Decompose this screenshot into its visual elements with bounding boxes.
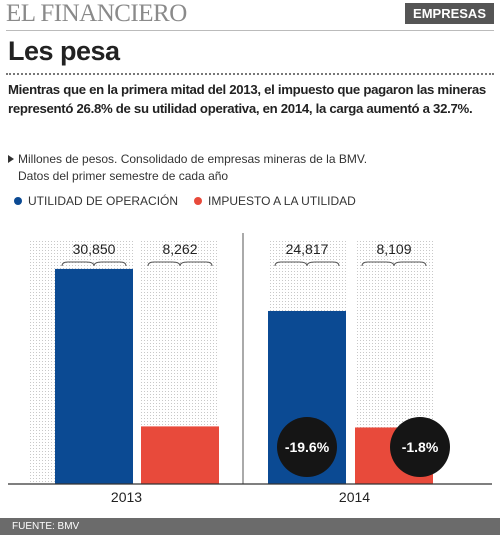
title: Les pesa <box>8 36 120 66</box>
note: Millones de pesos. Consolidado de empres… <box>18 152 368 166</box>
brace <box>274 261 340 267</box>
value-label: 8,109 <box>376 241 411 257</box>
bullet <box>8 155 14 163</box>
x-tick-label: 2013 <box>111 489 142 505</box>
chart: UTILIDAD DE OPERACIÓN IMPUESTO A LA UTILI… <box>8 193 492 505</box>
value-label: 30,850 <box>73 241 116 257</box>
change-label: -1.8% <box>402 439 439 455</box>
brace <box>361 261 427 267</box>
value-label: 24,817 <box>286 241 329 257</box>
legend-label: UTILIDAD DE OPERACIÓN <box>28 193 178 208</box>
legend-swatch <box>194 197 202 205</box>
note: Datos del primer semestre de cada año <box>18 169 229 183</box>
bar <box>55 268 133 484</box>
brace <box>147 261 213 267</box>
brace <box>61 261 127 267</box>
logo: EL FINANCIERO <box>6 0 187 27</box>
change-badge <box>277 417 337 477</box>
divider <box>6 30 494 31</box>
value-label: 8,262 <box>162 241 197 257</box>
bar <box>141 426 219 484</box>
legend-swatch <box>14 197 22 205</box>
notes: Millones de pesos. Consolidado de empres… <box>8 151 367 185</box>
change-badge <box>390 417 450 477</box>
legend-label: IMPUESTO A LA UTILIDAD <box>208 194 356 208</box>
section-label: EMPRESAS <box>405 3 494 24</box>
source: FUENTE: BMV <box>0 518 500 535</box>
dotted-divider <box>6 73 494 75</box>
change-label: -19.6% <box>285 439 330 455</box>
summary: Mientras que en la primera mitad del 201… <box>8 82 486 116</box>
x-tick-label: 2014 <box>339 489 370 505</box>
